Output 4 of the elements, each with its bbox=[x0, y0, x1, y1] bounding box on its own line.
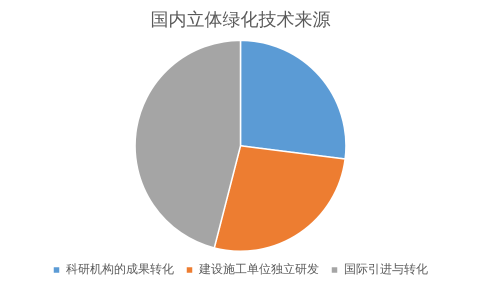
legend-label: 建设施工单位独立研发 bbox=[198, 262, 319, 276]
chart-title: 国内立体绿化技术来源 bbox=[150, 9, 330, 30]
legend-label: 科研机构的成果转化 bbox=[66, 262, 174, 276]
legend-label: 国际引进与转化 bbox=[344, 262, 428, 276]
